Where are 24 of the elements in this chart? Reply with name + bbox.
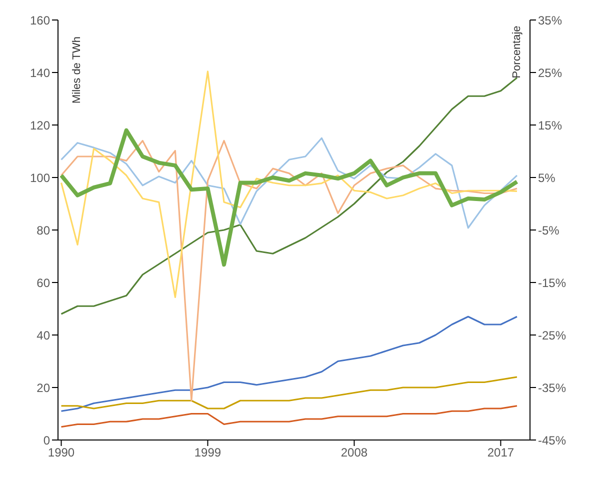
y-tick-label: 160 (30, 13, 50, 28)
y-tick-label: 0 (43, 433, 50, 448)
y2-tick-label: -15% (538, 276, 566, 290)
y2-tick-label: 35% (538, 13, 562, 28)
y-tick-label: 40 (36, 328, 50, 342)
y-tick-label: 100 (30, 170, 50, 185)
y2-tick-label: -35% (538, 380, 566, 395)
y-tick-label: 120 (30, 118, 50, 132)
y2-tick-label: 15% (538, 118, 562, 132)
x-tick-label: 2008 (340, 446, 368, 460)
y-axis-title: Miles de TWh (71, 36, 83, 104)
y2-axis-title: Porcentaje (511, 26, 523, 78)
y-tick-label: 140 (30, 66, 50, 80)
x-tick-label: 1990 (48, 446, 75, 460)
y2-tick-label: 5% (538, 170, 556, 185)
y-tick-label: 80 (36, 223, 50, 238)
y2-tick-label: -45% (538, 433, 566, 448)
x-tick-label: 1999 (194, 446, 222, 460)
y2-tick-label: -25% (538, 328, 566, 342)
x-tick-label: 2017 (487, 446, 514, 460)
y-tick-label: 20 (36, 380, 50, 395)
y-tick-label: 60 (36, 276, 50, 290)
y2-tick-label: 25% (538, 66, 562, 80)
y2-tick-label: -5% (538, 223, 560, 238)
